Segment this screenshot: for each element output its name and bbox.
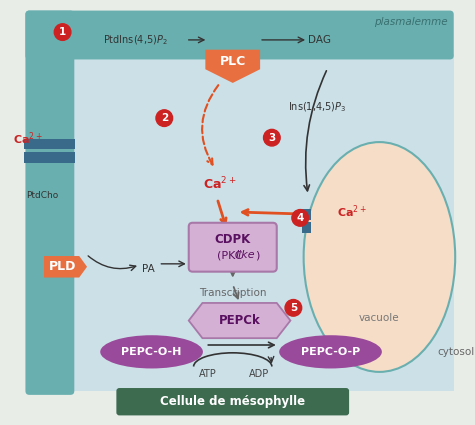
Polygon shape xyxy=(205,50,260,83)
Bar xyxy=(24,139,76,150)
Text: Ca$^{2+}$: Ca$^{2+}$ xyxy=(337,204,367,220)
Circle shape xyxy=(285,300,302,316)
Text: ATP: ATP xyxy=(199,369,216,380)
Text: PEPCk: PEPCk xyxy=(218,314,260,327)
Circle shape xyxy=(156,110,172,127)
Text: PLD: PLD xyxy=(49,260,76,273)
Text: PLC: PLC xyxy=(219,55,246,68)
FancyBboxPatch shape xyxy=(116,388,349,415)
Text: PtdIns(4,5)$P_2$: PtdIns(4,5)$P_2$ xyxy=(103,33,167,47)
Ellipse shape xyxy=(279,335,382,368)
Text: PEPC-O-H: PEPC-O-H xyxy=(122,347,182,357)
Circle shape xyxy=(292,210,309,226)
Text: Cellule de mésophylle: Cellule de mésophylle xyxy=(160,395,305,408)
Bar xyxy=(302,222,311,232)
Bar xyxy=(24,152,76,163)
Text: DAG: DAG xyxy=(308,35,331,45)
Text: cytosol: cytosol xyxy=(437,347,475,357)
Text: CDPK: CDPK xyxy=(215,233,251,246)
Text: PtdCho: PtdCho xyxy=(26,191,58,200)
Text: PA: PA xyxy=(142,264,154,274)
Polygon shape xyxy=(189,303,290,338)
Text: ): ) xyxy=(255,250,260,260)
Text: vacuole: vacuole xyxy=(359,313,400,323)
Ellipse shape xyxy=(304,142,455,372)
Text: Ins(1,4,5)$P_3$: Ins(1,4,5)$P_3$ xyxy=(288,101,347,114)
Text: ADP: ADP xyxy=(249,369,269,380)
Text: 4: 4 xyxy=(296,213,304,223)
Bar xyxy=(29,14,70,56)
Text: (PKC: (PKC xyxy=(217,250,246,260)
Text: PEPC-O-P: PEPC-O-P xyxy=(301,347,360,357)
Polygon shape xyxy=(44,256,87,278)
Text: 2: 2 xyxy=(161,113,168,123)
Text: like: like xyxy=(236,250,255,260)
Bar xyxy=(72,54,454,391)
Text: Ca$^{2+}$: Ca$^{2+}$ xyxy=(203,176,237,192)
Text: 5: 5 xyxy=(290,303,297,313)
Text: Transcription: Transcription xyxy=(199,288,266,298)
FancyBboxPatch shape xyxy=(26,11,454,60)
FancyBboxPatch shape xyxy=(26,11,74,395)
Text: Ca$^{2+}$: Ca$^{2+}$ xyxy=(13,130,43,147)
Text: 3: 3 xyxy=(268,133,276,143)
Circle shape xyxy=(264,129,280,146)
Text: plasmalemme: plasmalemme xyxy=(374,17,448,27)
Bar xyxy=(302,209,311,220)
Ellipse shape xyxy=(100,335,203,368)
Text: 1: 1 xyxy=(59,27,66,37)
FancyBboxPatch shape xyxy=(189,223,277,272)
Circle shape xyxy=(54,24,71,40)
